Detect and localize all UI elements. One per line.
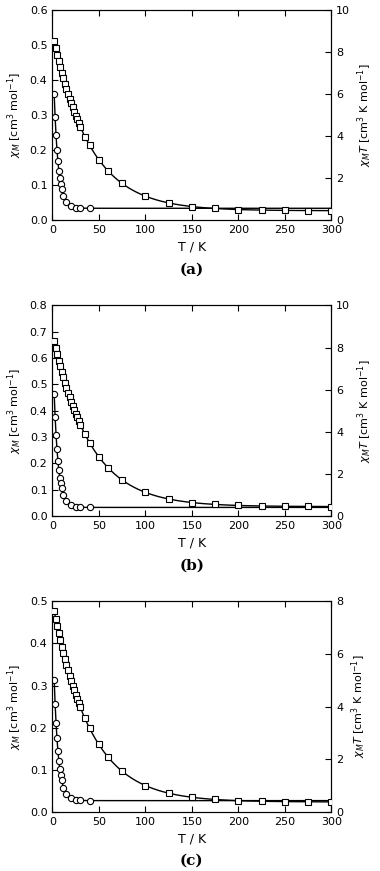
Text: (a): (a) bbox=[180, 262, 204, 276]
Y-axis label: $\chi_{M}$ [cm$^{3}$ mol$^{-1}$]: $\chi_{M}$ [cm$^{3}$ mol$^{-1}$] bbox=[6, 664, 24, 750]
Y-axis label: $\chi_{M}$ [cm$^{3}$ mol$^{-1}$]: $\chi_{M}$ [cm$^{3}$ mol$^{-1}$] bbox=[6, 72, 24, 158]
Text: (b): (b) bbox=[179, 558, 204, 572]
X-axis label: T / K: T / K bbox=[178, 833, 206, 846]
X-axis label: T / K: T / K bbox=[178, 240, 206, 253]
Y-axis label: $\chi_{M}T$ [cm$^{3}$ K mol$^{-1}$]: $\chi_{M}T$ [cm$^{3}$ K mol$^{-1}$] bbox=[356, 63, 374, 166]
X-axis label: T / K: T / K bbox=[178, 537, 206, 550]
Y-axis label: $\chi_{M}T$ [cm$^{3}$ K mol$^{-1}$]: $\chi_{M}T$ [cm$^{3}$ K mol$^{-1}$] bbox=[356, 359, 374, 463]
Text: (c): (c) bbox=[180, 854, 204, 868]
Y-axis label: $\chi_{M}T$ [cm$^{3}$ K mol$^{-1}$]: $\chi_{M}T$ [cm$^{3}$ K mol$^{-1}$] bbox=[349, 655, 367, 759]
Y-axis label: $\chi_{M}$ [cm$^{3}$ mol$^{-1}$]: $\chi_{M}$ [cm$^{3}$ mol$^{-1}$] bbox=[6, 368, 24, 454]
